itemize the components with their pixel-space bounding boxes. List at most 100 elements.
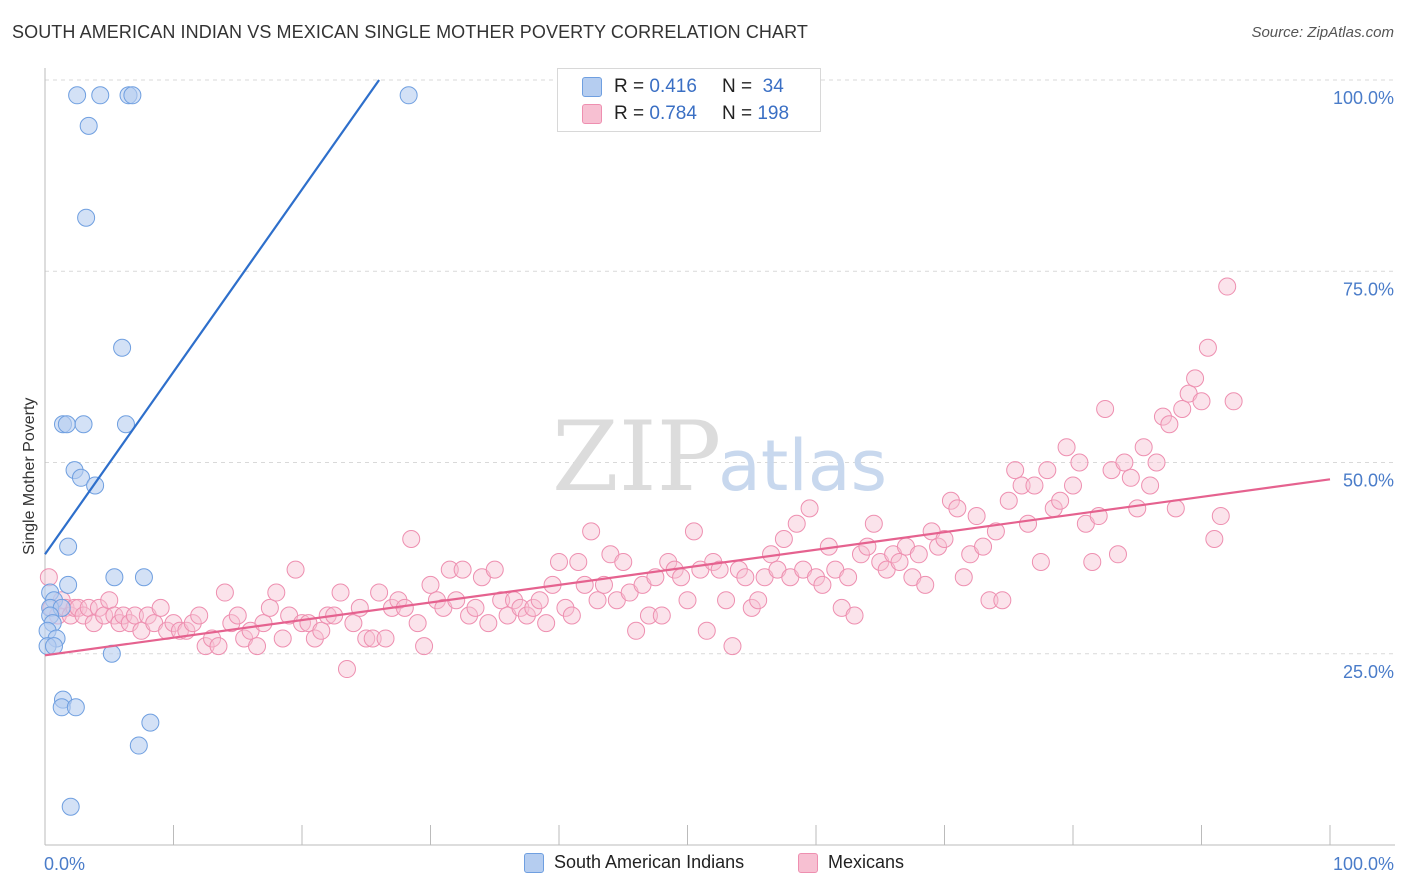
mexican-point: [453, 560, 472, 579]
y-tick-label: 75.0%: [1343, 279, 1394, 299]
mexican-point: [684, 522, 703, 541]
mexican-point: [948, 499, 967, 518]
mexican-point: [1038, 461, 1057, 480]
mexican-point: [421, 575, 440, 594]
mexican-point: [807, 568, 825, 587]
south-american-indian-point: [77, 208, 96, 227]
mexican-point: [254, 614, 273, 633]
mexican-point: [1057, 438, 1076, 457]
mexican-point: [125, 606, 144, 625]
x-tick-label: 0.0%: [44, 854, 85, 874]
mexican-point: [1166, 499, 1185, 518]
mexican-point: [594, 575, 613, 594]
mexican-point: [678, 591, 697, 610]
mexican-point: [1019, 514, 1038, 533]
mexican-point: [697, 621, 716, 640]
mexican-point: [415, 637, 434, 656]
blue-swatch: [524, 852, 544, 873]
mexican-point: [999, 491, 1018, 510]
mexican-point: [517, 606, 536, 625]
legend-label: South American Indians: [554, 852, 745, 872]
mexican-point: [337, 660, 356, 679]
mexican-point: [344, 614, 363, 633]
south-american-indian-point: [116, 415, 135, 434]
mexican-point: [787, 514, 806, 533]
mexican-point: [1012, 476, 1031, 495]
n-label: N =: [721, 76, 753, 97]
mexican-point: [524, 598, 543, 617]
mexican-point: [1153, 407, 1172, 426]
south-american-indian-point: [59, 575, 78, 594]
mexican-point: [1025, 476, 1044, 495]
south-american-indian-point: [91, 86, 110, 105]
mexican-point: [1083, 552, 1102, 571]
pink-swatch: [798, 852, 818, 873]
mexican-point: [909, 545, 928, 564]
mexican-point: [183, 614, 202, 633]
mexican-point: [588, 591, 607, 610]
south-american-indian-point: [129, 736, 148, 755]
n-value: 34: [762, 76, 784, 97]
mexican-point: [742, 598, 761, 617]
south-american-indian-point: [134, 568, 153, 587]
y-axis-label: Single Mother Poverty: [21, 398, 38, 555]
mexican-point: [1218, 277, 1237, 296]
y-tick-label: 25.0%: [1343, 662, 1394, 682]
mexican-point: [389, 591, 408, 610]
watermark-atlas: atlas: [718, 425, 887, 507]
mexican-point: [774, 530, 793, 548]
mexican-point: [562, 606, 581, 625]
mexican-point: [1173, 399, 1192, 418]
mexican-point: [479, 614, 498, 633]
mexican-point: [209, 637, 228, 656]
mexican-point: [100, 591, 119, 610]
mexican-point: [749, 591, 768, 610]
mexican-point: [273, 629, 292, 648]
south-american-indian-point: [399, 86, 418, 105]
mexican-point: [248, 637, 267, 656]
mexican-point: [440, 560, 459, 579]
stats-legend-row-blue: R = 0.416 N = 34: [582, 75, 784, 99]
mexicans-trendline: [44, 478, 1331, 657]
mexican-point: [717, 591, 736, 610]
mexican-point: [1108, 545, 1127, 564]
mexican-point: [376, 629, 395, 648]
mexican-point: [986, 522, 1005, 541]
mexican-point: [935, 530, 954, 548]
r-value: 0.416: [649, 76, 697, 97]
south-american-indian-point: [68, 86, 87, 105]
south-american-indian-point: [59, 537, 78, 556]
mexican-point: [858, 537, 877, 556]
mexican-point: [851, 545, 870, 564]
blue-swatch: [582, 77, 602, 97]
mexican-point: [39, 568, 58, 587]
mexican-point: [492, 591, 511, 610]
mexican-point: [954, 568, 973, 587]
mexican-point: [967, 507, 986, 526]
mexican-point: [305, 629, 324, 648]
stats-legend-row-pink: R = 0.784 N = 198: [582, 102, 789, 126]
mexican-point: [1051, 491, 1070, 510]
mexican-point: [845, 606, 864, 625]
south-american-indian-point: [44, 637, 63, 656]
south-american-indian-point: [113, 338, 132, 357]
mexican-point: [331, 583, 350, 602]
mexican-point: [228, 606, 247, 625]
mexican-point: [980, 591, 999, 610]
mexican-point: [569, 552, 588, 571]
mexican-point: [222, 614, 241, 633]
mexican-point: [627, 621, 646, 640]
mexican-point: [1006, 461, 1025, 480]
mexican-point: [839, 568, 858, 587]
mexican-point: [485, 560, 504, 579]
south-american-indian-point: [66, 698, 85, 717]
y-tick-label: 100.0%: [1333, 88, 1394, 108]
south-american-indians-points: [38, 86, 418, 816]
mexican-point: [1031, 552, 1050, 571]
n-value: 198: [757, 103, 790, 124]
watermark-zip: ZIP: [552, 401, 721, 513]
mexican-point: [190, 606, 209, 625]
mexican-point: [537, 614, 556, 633]
mexican-point: [993, 591, 1012, 610]
south-american-indian-point: [57, 415, 76, 434]
